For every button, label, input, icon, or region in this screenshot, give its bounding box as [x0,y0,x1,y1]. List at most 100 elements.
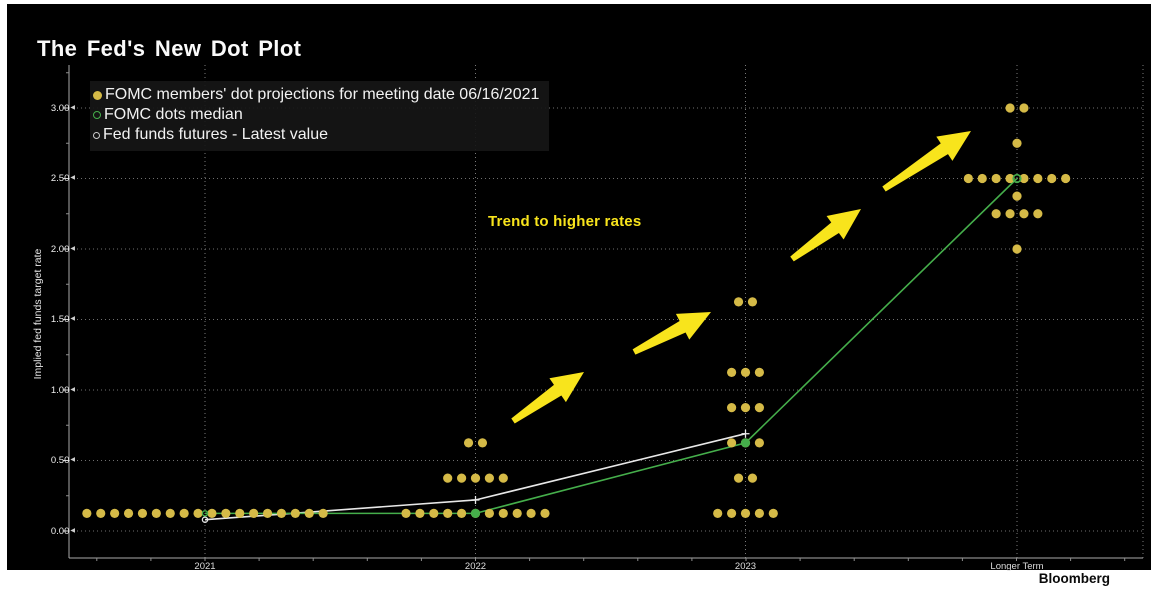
fomc-dot [754,367,765,377]
fomc-dot [443,508,453,518]
fomc-dot [1012,191,1022,201]
fomc-dot [963,173,973,184]
fomc-dot [82,508,92,518]
tick-arrow-icon: ◀ [70,527,75,534]
fomc-dot-clusters [82,103,1071,518]
median-marker-open [1012,173,1022,184]
fomc-dot [747,297,758,307]
trend-arrow-icon [882,130,972,192]
legend: FOMC members' dot projections for meetin… [90,81,550,151]
fomc-dot [484,473,494,483]
dot-cluster-2023 [713,297,778,518]
x-axis-label: Longer Term [990,561,1044,572]
median-markers [201,173,1022,518]
x-axis-label: 2021 [194,561,216,572]
source-attribution: Bloomberg [1038,571,1110,586]
median-marker-filled [740,438,751,448]
green-circle-icon [93,111,101,119]
tick-arrow-icon: ◀ [70,457,75,463]
fomc-dot [443,473,453,483]
fomc-dot [498,473,508,483]
fomc-dot [1019,103,1029,113]
fomc-dot [221,508,231,518]
y-tick-label: 2.50 ◀ [50,173,75,184]
y-tick-label: 2.00 ◀ [50,243,75,255]
fomc-dot [977,173,987,184]
fomc-dot [1012,244,1022,254]
fomc-dot [740,403,751,413]
axes [63,65,1143,561]
dot-cluster-2021 [82,508,328,518]
y-tick-label: 1.50 ◀ [50,314,75,325]
fomc-dot [498,508,508,518]
fomc-dot [110,508,120,518]
fomc-dot [151,508,161,518]
fomc-dot [137,508,148,518]
fomc-dot [512,508,522,518]
fomc-dot [1033,209,1043,219]
tick-arrow-icon: ◀ [70,316,75,322]
fomc-dot [249,508,259,518]
fomc-dot [754,508,765,518]
fomc-dot [526,508,536,518]
fomc-dot [165,508,175,518]
fomc-dot [1019,173,1029,184]
gridlines [69,65,1144,558]
fomc-dot [747,473,758,483]
median-marker-filled [470,508,481,518]
white-circle-icon [93,131,100,139]
median-line [205,177,1018,515]
fomc-dot [193,508,203,518]
fomc-dot [304,508,314,518]
fomc-dot [713,508,723,518]
fomc-dot [429,508,439,518]
median-marker-open [201,510,209,517]
legend-label: Fed funds futures - Latest value [103,126,329,143]
fomc-dot [290,508,300,518]
tick-arrow-icon: ◀ [70,245,75,252]
fomc-dot [470,473,481,483]
fomc-dot [235,508,245,518]
chart-canvas [63,65,1144,561]
fomc-dot [463,438,474,448]
fomc-dot [727,367,737,377]
trend-arrow-icon [632,311,712,355]
chart-panel: The Fed's New Dot Plot FOMC members' dot… [7,4,1151,572]
fomc-dot [733,297,744,307]
fomc-dot [754,438,765,448]
legend-item-fomc-dots: FOMC members' dot projections for meetin… [93,85,539,105]
fomc-dot [727,438,737,448]
fomc-dot [991,173,1001,184]
fomc-dot [1005,103,1015,113]
fomc-dot [415,508,425,518]
yellow-dot-icon [93,90,102,100]
fomc-dot [318,508,328,518]
fomc-dot [1005,209,1015,219]
fomc-dot [740,508,751,518]
futures-marker-open [201,516,209,523]
fomc-dot [754,403,765,413]
y-tick-label: 3.00 ◀ [50,102,75,114]
fomc-dot [740,367,751,377]
fomc-dot [484,508,494,518]
fomc-dot [477,438,488,448]
tick-arrow-icon: ◀ [70,386,75,393]
trend-arrow-icon [511,372,585,424]
y-tick-label: 0.50 ◀ [50,455,75,466]
legend-label: FOMC dots median [104,106,243,123]
fomc-dot [401,508,411,518]
y-tick-label: 1.00 ◀ [50,384,75,396]
trend-annotation: Trend to higher rates [488,213,642,230]
fomc-dot [727,508,737,518]
y-tick-label: 0.00 ◀ [50,525,75,537]
legend-item-futures: Fed funds futures - Latest value [93,125,539,145]
legend-item-median: FOMC dots median [93,105,539,125]
fomc-dot [991,209,1001,219]
x-axis-label: 2022 [464,561,487,572]
fomc-dot [207,508,217,518]
legend-label: FOMC members' dot projections for meetin… [105,86,540,103]
tick-arrow-icon: ◀ [70,104,75,111]
fomc-dot [123,508,134,518]
fomc-dot [262,508,273,518]
